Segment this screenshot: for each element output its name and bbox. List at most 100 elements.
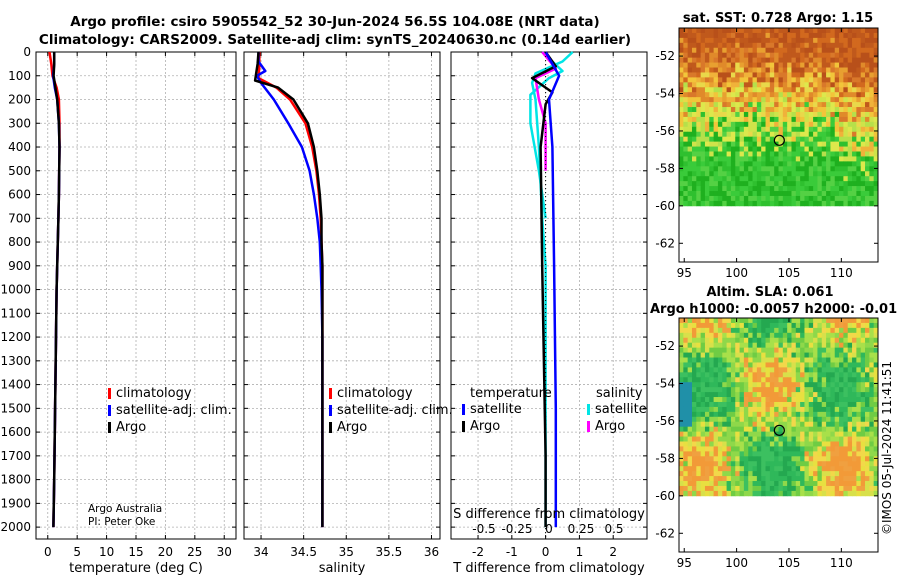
map-x-tick-label: 105 xyxy=(778,556,801,570)
salinity-profile-panel xyxy=(243,51,441,540)
x-tick-label: 34.5 xyxy=(290,545,317,559)
series-line-Argo xyxy=(52,52,61,528)
y-tick-label: 1800 xyxy=(0,473,31,487)
axes-frame xyxy=(450,51,648,540)
y-tick-label: 800 xyxy=(8,235,31,249)
salinity-legend-swatch xyxy=(329,405,332,416)
temperature-legend-swatch xyxy=(462,421,465,432)
x-tick-label: 0 xyxy=(44,545,52,559)
salinity-legend-label: Argo xyxy=(595,419,625,434)
sla-map-title-line-1: Altim. SLA: 0.061 xyxy=(707,285,834,300)
y-tick-label: 200 xyxy=(8,93,31,107)
y-tick-label: 1500 xyxy=(0,401,31,415)
series-line-salinity-Argo-difference xyxy=(544,51,561,528)
s-tick-label: -0.5 xyxy=(472,522,495,536)
temperature-legend-swatch xyxy=(108,388,111,399)
temperature-legend-label: Argo xyxy=(470,419,500,434)
map-y-tick-label: -56 xyxy=(655,124,675,138)
map-y-tick-label: -60 xyxy=(655,199,675,213)
x-tick-label: 35.5 xyxy=(376,545,403,559)
salinity-legend-label: Argo xyxy=(337,420,367,435)
sst-argo-position-marker xyxy=(773,134,785,146)
y-tick-label: 2000 xyxy=(0,520,31,534)
plot-title-line-1: Argo profile: csiro 5905542_52 30-Jun-20… xyxy=(70,14,600,30)
y-tick-label: 1100 xyxy=(0,306,31,320)
temperature-legend-label: satellite-adj. clim. xyxy=(116,403,232,418)
temperature-legend-swatch xyxy=(462,404,465,415)
x-tick-label: -1 xyxy=(506,545,518,559)
map-y-tick-label: -62 xyxy=(655,236,675,250)
salinity-legend-title: salinity xyxy=(596,386,643,401)
y-tick-label: 100 xyxy=(8,69,31,83)
temperature-profile-panel xyxy=(35,51,237,540)
temperature-legend-swatch xyxy=(108,422,111,433)
salinity-legend-swatch xyxy=(587,421,590,432)
map-x-tick-label: 95 xyxy=(677,556,692,570)
y-tick-label: 900 xyxy=(8,259,31,273)
y-tick-label: 1400 xyxy=(0,378,31,392)
axes-frame xyxy=(243,51,441,540)
y-tick-label: 600 xyxy=(8,188,31,202)
series-line-salinity-satellite xyxy=(529,51,564,219)
series-line-temperature-Argo xyxy=(530,51,558,528)
s-axis-label: S difference from climatology xyxy=(453,507,645,522)
x-tick-label: 15 xyxy=(128,545,143,559)
x-axis-label: T difference from climatology xyxy=(452,561,645,576)
sst-field xyxy=(679,28,879,207)
imos-credit: ©IMOS 05-Jul-2024 11:41:51 xyxy=(880,361,894,535)
sst-map-title: sat. SST: 0.728 Argo: 1.15 xyxy=(683,11,873,26)
y-tick-label: 1700 xyxy=(0,449,31,463)
argo-australia-label: Argo Australia xyxy=(88,503,162,515)
temperature-legend-label: satellite xyxy=(470,402,522,417)
x-tick-label: 5 xyxy=(73,545,81,559)
temperature-legend-label: climatology xyxy=(116,386,192,401)
y-tick-label: 1300 xyxy=(0,354,31,368)
map-y-tick-label: -62 xyxy=(655,526,675,540)
map-x-tick-label: 100 xyxy=(725,266,748,280)
plot-title-line-2: Climatology: CARS2009. Satellite-adj cli… xyxy=(38,32,632,48)
x-tick-label: 0 xyxy=(542,545,550,559)
y-tick-label: 0 xyxy=(23,45,31,59)
map-y-tick-label: -54 xyxy=(655,377,675,391)
salinity-legend-label: climatology xyxy=(337,386,413,401)
map-y-tick-label: -56 xyxy=(655,414,675,428)
x-tick-label: 34 xyxy=(253,545,268,559)
salinity-legend-swatch xyxy=(587,404,590,415)
temperature-legend-title: temperature xyxy=(470,386,552,401)
x-tick-label: 30 xyxy=(217,545,232,559)
sla-map-title-line-2: Argo h1000: -0.0057 h2000: -0.01 xyxy=(650,302,897,317)
x-tick-label: -2 xyxy=(472,545,484,559)
map-y-tick-label: -60 xyxy=(655,489,675,503)
map-y-tick-label: -54 xyxy=(655,87,675,101)
x-tick-label: 20 xyxy=(158,545,173,559)
sla-argo-position-marker xyxy=(773,424,785,436)
x-tick-label: 25 xyxy=(187,545,202,559)
y-tick-label: 1600 xyxy=(0,425,31,439)
y-tick-label: 300 xyxy=(8,116,31,130)
salinity-legend-swatch xyxy=(329,388,332,399)
x-tick-label: 1 xyxy=(576,545,584,559)
map-y-tick-label: -58 xyxy=(655,161,675,175)
pi-name-label: PI: Peter Oke xyxy=(88,516,155,528)
y-tick-label: 1000 xyxy=(0,283,31,297)
s-tick-label: 0.25 xyxy=(568,522,595,536)
x-axis-label: salinity xyxy=(319,561,366,576)
map-y-tick-label: -52 xyxy=(655,339,675,353)
sla-map xyxy=(678,317,879,553)
temperature-legend-swatch xyxy=(108,405,111,416)
x-tick-label: 2 xyxy=(609,545,617,559)
sla-frame xyxy=(678,317,879,553)
y-tick-label: 1200 xyxy=(0,330,31,344)
sla-field xyxy=(679,318,879,497)
x-tick-label: 35 xyxy=(339,545,354,559)
map-y-tick-label: -52 xyxy=(655,49,675,63)
series-line-Argo xyxy=(253,51,324,528)
x-axis-label: temperature (deg C) xyxy=(69,561,203,576)
sst-frame xyxy=(678,27,879,263)
s-tick-label: 0.5 xyxy=(604,522,623,536)
y-tick-label: 700 xyxy=(8,211,31,225)
map-x-tick-label: 105 xyxy=(778,266,801,280)
salinity-legend-label: satellite xyxy=(595,402,647,417)
y-tick-label: 500 xyxy=(8,164,31,178)
